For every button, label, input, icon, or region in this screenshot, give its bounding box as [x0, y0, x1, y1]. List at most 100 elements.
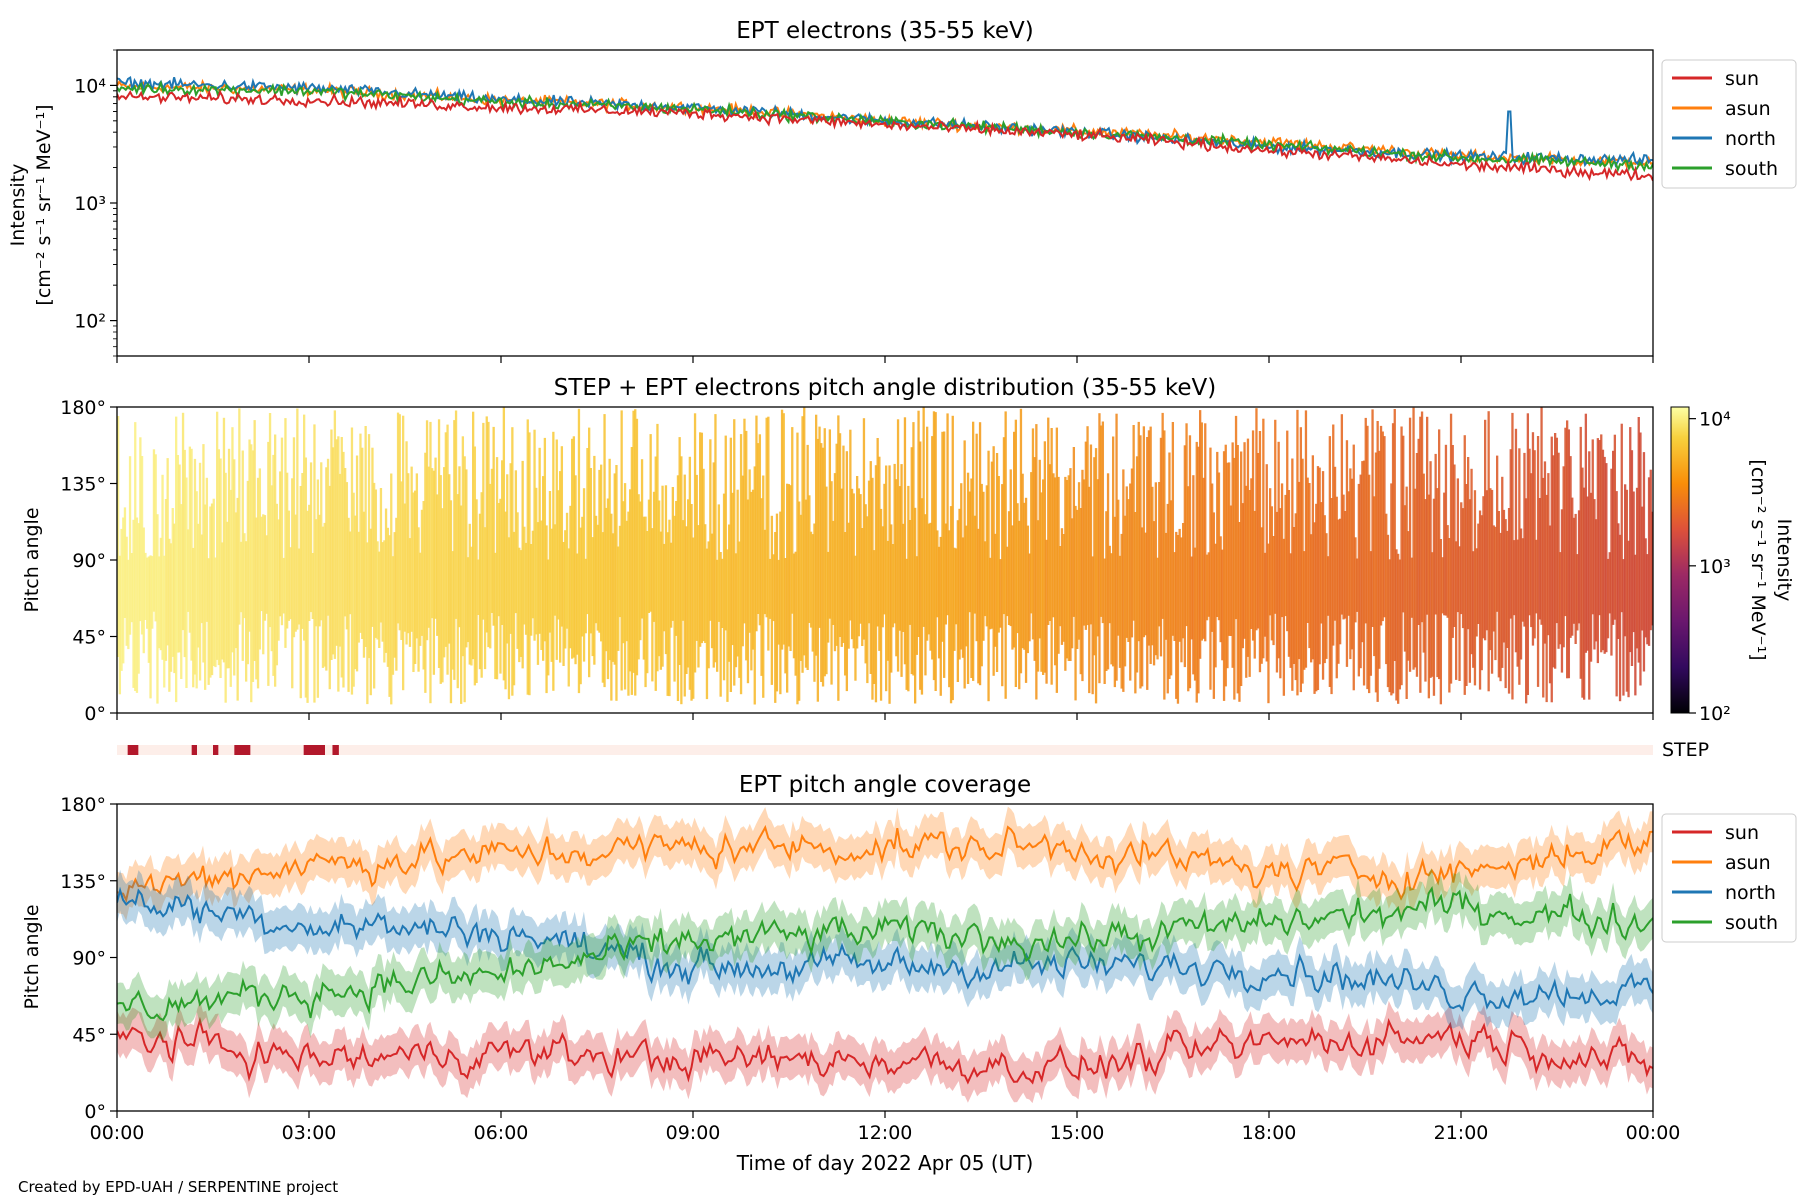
heatmap-column — [277, 519, 280, 641]
panel1-series-group — [117, 76, 1653, 182]
heatmap-column — [250, 444, 253, 703]
heatmap-column — [272, 454, 275, 676]
heatmap-column — [765, 417, 768, 618]
heatmap-column — [1055, 427, 1059, 693]
heatmap-column — [1519, 528, 1523, 660]
heatmap-column — [547, 559, 550, 676]
heatmap-column — [347, 517, 350, 692]
y-tick-label: 135° — [60, 871, 106, 893]
heatmap-column — [535, 487, 538, 635]
heatmap-column — [1557, 452, 1560, 649]
heatmap-column — [977, 528, 980, 684]
heatmap-column — [286, 472, 289, 629]
legend-label-north: north — [1725, 128, 1776, 150]
heatmap-column — [364, 426, 367, 647]
heatmap-column — [879, 508, 883, 701]
heatmap-column — [738, 541, 741, 678]
heatmap-column — [1345, 440, 1349, 667]
heatmap-column — [318, 514, 321, 627]
heatmap-column — [1536, 436, 1540, 687]
heatmap-column — [1434, 453, 1437, 615]
heatmap-column — [1576, 554, 1579, 631]
heatmap-column — [999, 559, 1002, 628]
series-line-sun — [117, 1016, 1653, 1085]
heatmap-column — [767, 416, 770, 651]
heatmap-column — [1248, 490, 1251, 677]
heatmap-column — [490, 468, 494, 613]
heatmap-column — [659, 531, 663, 670]
panel4-x-ticks: 00:00 03:00 06:00 09:00 12:00 15:00 18:00 21:00… — [90, 1111, 1680, 1144]
heatmap-column — [961, 537, 965, 658]
heatmap-column — [666, 532, 669, 696]
heatmap-column — [1182, 523, 1185, 639]
colorbar: 10² 10³ 10⁴ Intensity [cm⁻² s⁻¹ sr⁻¹ MeV⁻¹… — [1670, 406, 1795, 725]
heatmap-column — [1444, 444, 1448, 616]
heatmap-column — [963, 440, 966, 689]
heatmap-column — [1002, 437, 1006, 615]
heatmap-column — [571, 438, 574, 659]
heatmap-column — [243, 533, 246, 619]
panel-intensity: EPT electrons (35-55 keV) 10² 10³ 10⁴ Inte… — [7, 18, 1797, 363]
heatmap-column — [1417, 438, 1420, 625]
heatmap-column — [850, 488, 854, 640]
heatmap-column — [1548, 525, 1552, 684]
heatmap-column — [178, 464, 181, 653]
heatmap-column — [1024, 497, 1028, 683]
heatmap-column — [315, 519, 318, 627]
heatmap-column — [255, 517, 258, 680]
step-strip-background — [117, 745, 1653, 755]
colorbar-scale — [1670, 406, 1690, 714]
panel1-ylabel-line1: Intensity — [7, 164, 29, 247]
heatmap-column — [873, 550, 876, 684]
heatmap-column — [1214, 543, 1217, 668]
heatmap-column — [1316, 466, 1320, 690]
heatmap-column — [770, 515, 774, 685]
heatmap-column — [256, 477, 260, 689]
heatmap-column — [886, 540, 890, 661]
heatmap-column — [289, 547, 292, 620]
heatmap-column — [717, 504, 721, 622]
heatmap-column — [192, 547, 195, 688]
heatmap-column — [903, 417, 907, 665]
heatmap-column — [1432, 498, 1436, 696]
heatmap-column — [1144, 532, 1147, 636]
legend-label-asun: asun — [1725, 852, 1771, 874]
heatmap-column — [1533, 450, 1536, 639]
heatmap-column — [1299, 427, 1303, 693]
heatmap-column — [1188, 435, 1192, 689]
heatmap-column — [1030, 472, 1033, 614]
heatmap-column — [591, 537, 594, 657]
heatmap-column — [1280, 483, 1284, 618]
heatmap-column — [736, 489, 739, 657]
heatmap-column — [268, 413, 272, 628]
heatmap-column — [629, 489, 632, 672]
heatmap-column — [1031, 428, 1035, 640]
heatmap-column — [821, 447, 825, 687]
heatmap-column — [1195, 441, 1198, 703]
heatmap-column — [1274, 419, 1277, 614]
heatmap-column — [415, 473, 419, 639]
heatmap-column — [941, 431, 944, 642]
heatmap-column — [857, 488, 861, 637]
heatmap-column — [661, 485, 664, 667]
heatmap-column — [1542, 477, 1545, 698]
heatmap-column — [734, 553, 738, 668]
heatmap-column — [379, 488, 383, 623]
heatmap-column — [292, 437, 296, 638]
heatmap-column — [1028, 553, 1031, 642]
heatmap-column — [321, 526, 325, 668]
heatmap-column — [123, 507, 127, 618]
heatmap-column — [1258, 431, 1262, 673]
heatmap-column — [1535, 539, 1538, 614]
heatmap-column — [381, 542, 384, 642]
heatmap-column — [1386, 534, 1390, 688]
series-line-asun — [117, 824, 1653, 903]
heatmap-column — [1629, 427, 1632, 653]
heatmap-column — [1009, 469, 1012, 627]
heatmap-column — [1371, 409, 1374, 627]
panel1-x-ticks — [116, 356, 1654, 363]
heatmap-column — [1398, 559, 1402, 690]
heatmap-column — [1362, 460, 1366, 686]
heatmap-column — [494, 552, 497, 679]
heatmap-column — [1036, 520, 1040, 672]
